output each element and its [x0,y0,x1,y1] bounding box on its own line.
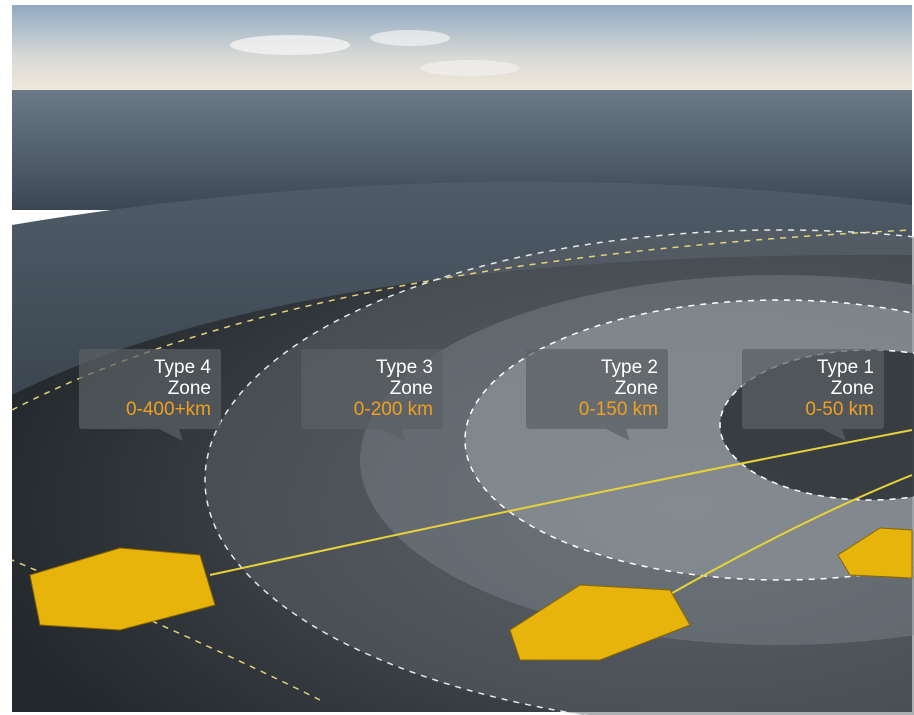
zone-range: 0-200 km [354,399,433,420]
label-pointer [822,429,846,441]
structures [29,527,913,661]
label-box [301,349,443,429]
ring [11,559,321,701]
cloud [370,30,450,46]
label-box [526,349,668,429]
zone-range: 0-150 km [579,399,658,420]
label-box [742,349,884,429]
zone-word: Zone [390,378,433,399]
cloud [420,60,520,76]
zone-range: 0-50 km [805,399,874,420]
zone-word: Zone [168,378,211,399]
sky [12,5,912,91]
ring [204,229,914,715]
zone-word: Zone [615,378,658,399]
zone-type: Type 2 [601,357,658,378]
zone-type: Type 1 [817,357,874,378]
zone-type: Type 3 [376,357,433,378]
label-box [79,349,221,429]
label-pointer [381,429,405,441]
template [29,547,216,631]
cable [209,429,913,576]
label-pointer [606,429,630,441]
cable [659,474,913,601]
cloud [230,35,350,55]
template [837,527,913,579]
zone-word: Zone [831,378,874,399]
zone-range: 0-400+km [126,399,211,420]
zone-type: Type 4 [154,357,211,378]
label-pointer [159,429,183,441]
cables [209,429,913,601]
template [509,584,691,661]
